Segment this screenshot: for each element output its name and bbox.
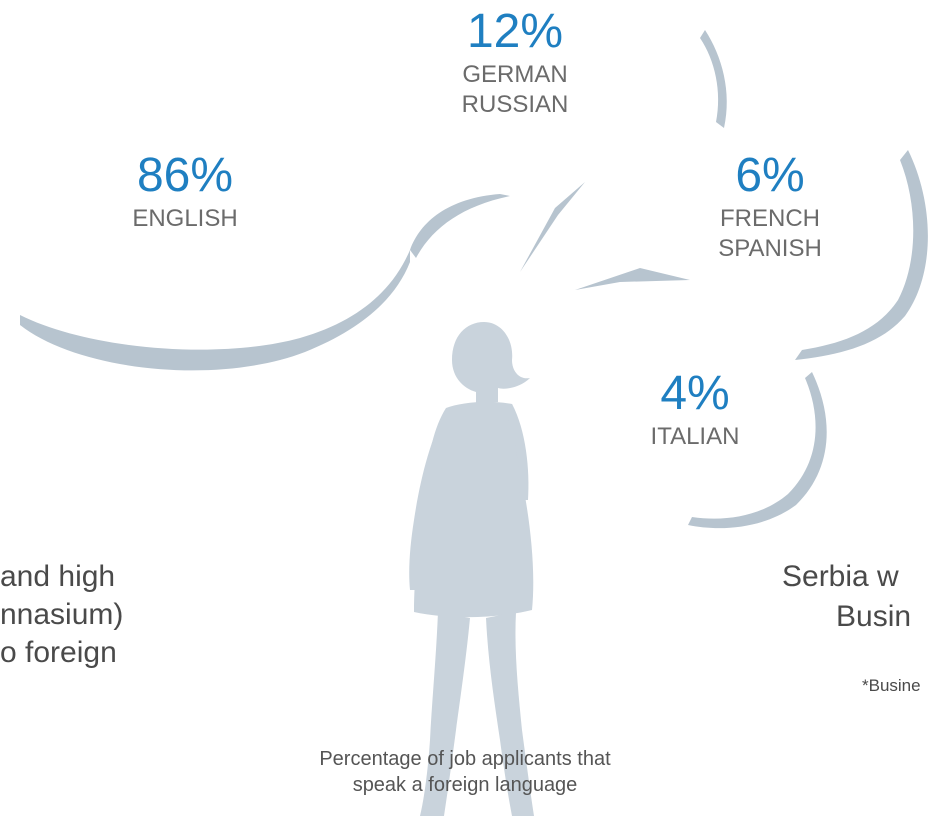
bubble-tail-wedge bbox=[520, 182, 585, 272]
language-label: RUSSIAN bbox=[461, 91, 569, 118]
bubble-outline-french bbox=[795, 150, 928, 360]
language-label: FRENCH bbox=[720, 205, 820, 232]
bubble-french-spanish: 6% FRENCH SPANISH bbox=[685, 152, 855, 264]
footnote: *Busine bbox=[862, 676, 921, 695]
percent-value: 4% bbox=[660, 367, 730, 420]
bubble-outline-english bbox=[20, 250, 410, 371]
caption: Percentage of job applicants that speak … bbox=[220, 746, 710, 798]
caption-line: Percentage of job applicants that bbox=[319, 748, 611, 770]
bubble-tail-wedge-2 bbox=[575, 268, 690, 290]
bubble-outline-german-left bbox=[410, 194, 510, 258]
bubble-italian: 4% ITALIAN bbox=[620, 370, 770, 452]
language-label: SPANISH bbox=[718, 235, 822, 262]
bubble-english: 86% ENGLISH bbox=[95, 152, 275, 234]
language-label: GERMAN bbox=[462, 61, 568, 88]
right-text-line: Serbia w bbox=[782, 560, 899, 593]
woman-silhouette-icon bbox=[409, 322, 534, 816]
left-text-line: and high bbox=[0, 560, 116, 593]
left-text-line: o foreign bbox=[0, 636, 117, 669]
left-text-block: and high nnasium) o foreign bbox=[0, 558, 123, 672]
percent-value: 12% bbox=[466, 5, 564, 58]
language-label: ITALIAN bbox=[650, 423, 740, 450]
percent-value: 86% bbox=[136, 149, 234, 202]
percent-value: 6% bbox=[735, 149, 805, 202]
caption-line: speak a foreign language bbox=[352, 774, 578, 796]
bubble-german-russian: 12% GERMAN RUSSIAN bbox=[425, 8, 605, 120]
left-text-line: nnasium) bbox=[0, 598, 124, 631]
right-text-line: Busin bbox=[836, 600, 912, 633]
bubble-outline-german-right bbox=[700, 30, 727, 128]
language-label: ENGLISH bbox=[132, 205, 238, 232]
bubble-outline-italian bbox=[688, 372, 827, 529]
